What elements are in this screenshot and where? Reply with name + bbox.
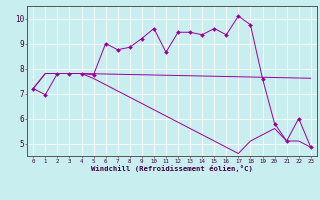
X-axis label: Windchill (Refroidissement éolien,°C): Windchill (Refroidissement éolien,°C) (91, 165, 253, 172)
